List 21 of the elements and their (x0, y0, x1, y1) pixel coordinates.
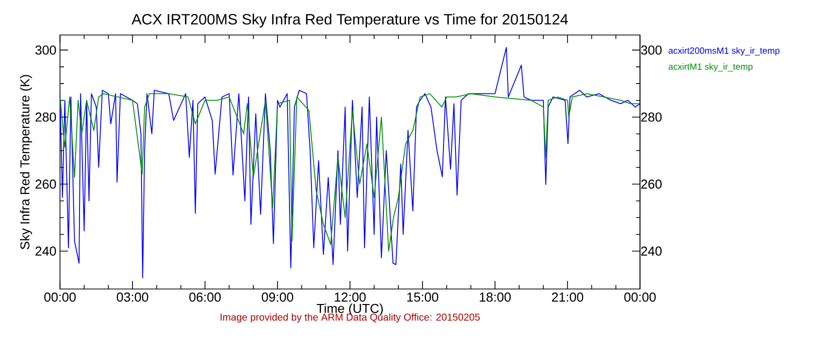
y-tick-label: 300 (35, 45, 56, 55)
y2-tick-label: 260 (641, 180, 662, 189)
y-tick-label: 240 (36, 246, 56, 256)
x-tick-label: 06:00 (189, 292, 221, 302)
x-tick-label: 12:00 (334, 292, 366, 302)
text: acxirt200msM1 sky_ir_temp (668, 47, 780, 56)
y2-tick-label: 280 (641, 112, 662, 122)
x-tick-label: 15:00 (407, 292, 438, 302)
x-tick-label: 00:00 (44, 292, 76, 302)
x-tick-label: 09:00 (262, 292, 294, 302)
y-axis-title: Sky Infra Red Temperature (K) (20, 75, 32, 250)
x-tick-label: 18:00 (480, 292, 511, 302)
x-tick-label: 03:00 (116, 292, 148, 302)
y-tick-label: 260 (36, 180, 56, 189)
chart-title: ACX IRT200MS Sky Infra Red Temperature vs Time for 20150124 (132, 14, 568, 28)
y2-tick-label: 240 (641, 246, 662, 256)
x-tick-label: 00:00 (624, 292, 656, 302)
text: acxirtM1 sky_ir_temp (668, 63, 753, 72)
y2-tick-label: 300 (641, 45, 662, 55)
x-tick-label: 21:00 (552, 292, 584, 302)
y-tick-label: 280 (36, 112, 56, 122)
